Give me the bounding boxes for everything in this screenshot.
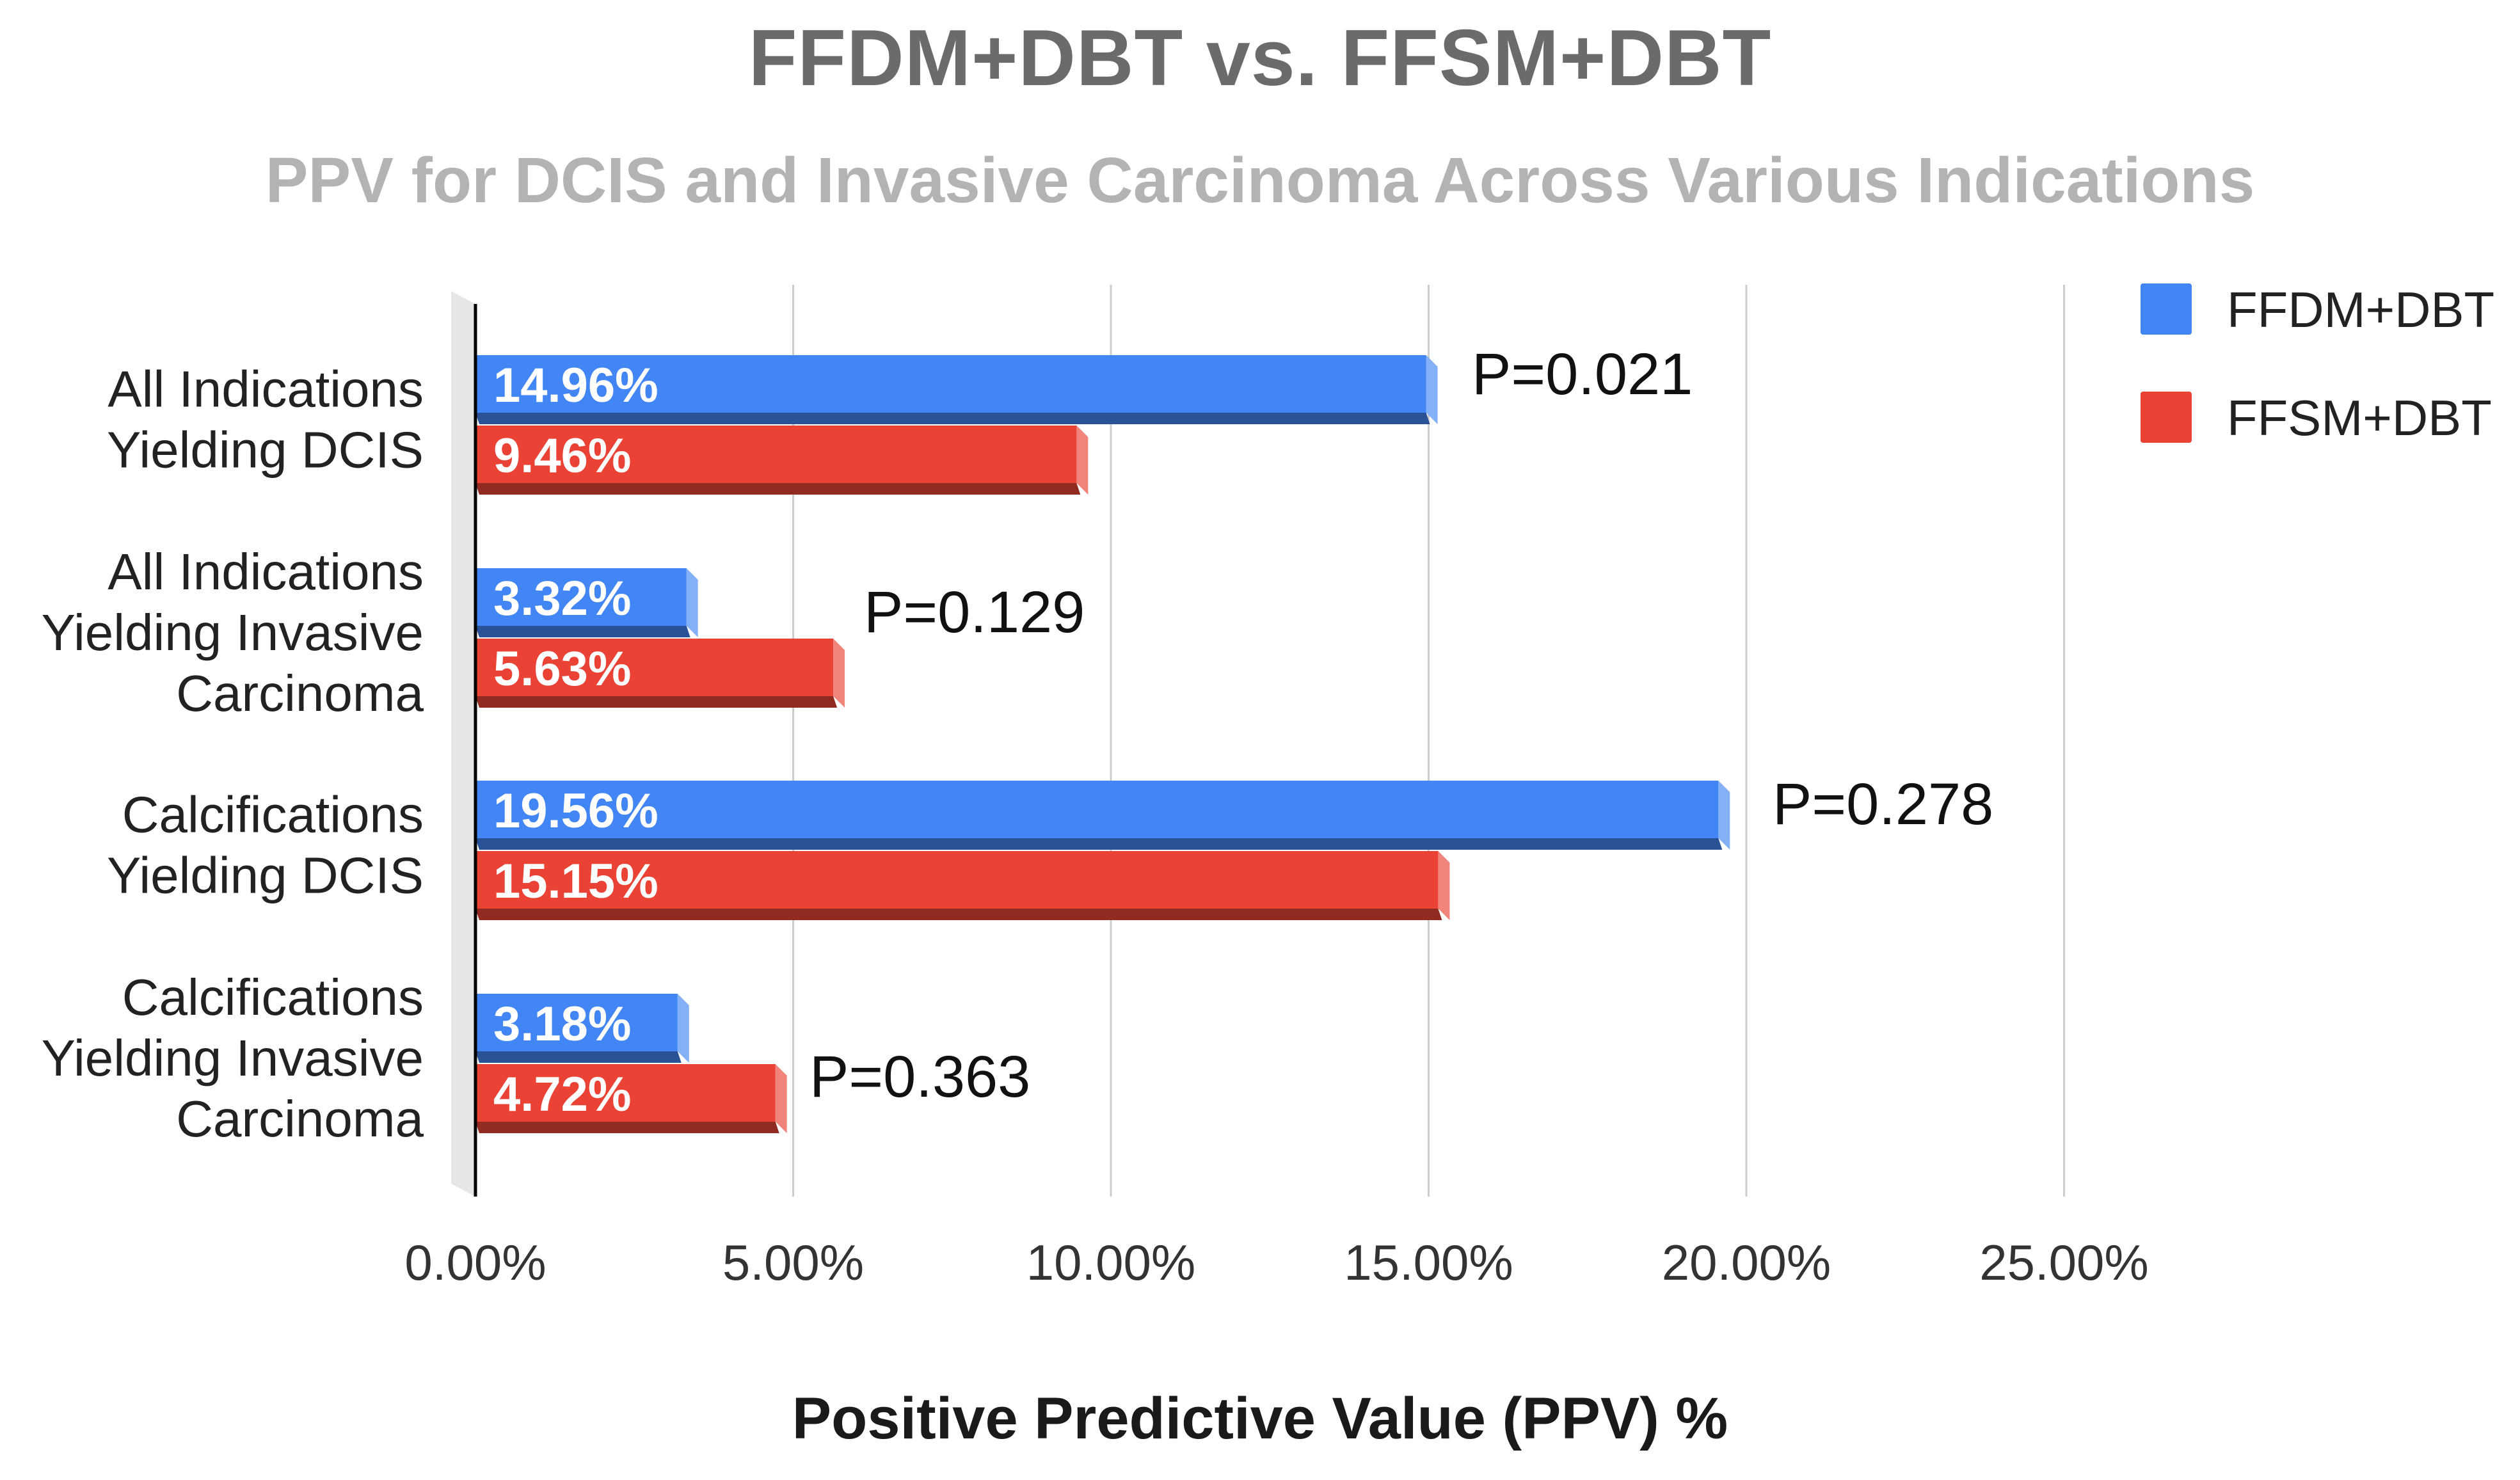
- ffdm-bar-3-cap: [1718, 781, 1730, 850]
- y-category-label: All Indications Yielding Invasive Carcinom…: [42, 543, 424, 722]
- p-value-annotation: P=0.021: [1472, 342, 1693, 407]
- x-tick-label: 5.00%: [722, 1234, 864, 1291]
- legend-swatch: [2141, 283, 2192, 335]
- ffsm-bar-3: [475, 851, 1439, 909]
- chart-title: FFDM+DBT vs. FFSM+DBT: [748, 14, 1772, 102]
- data-label: 15.15%: [493, 854, 658, 909]
- data-label: 14.96%: [493, 358, 658, 413]
- x-tick-label: 0.00%: [404, 1234, 546, 1291]
- ffdm-bar-1-cap: [1426, 355, 1438, 424]
- x-tick-label: 20.00%: [1662, 1234, 1831, 1291]
- ffsm-bar-4-bottom: [475, 1122, 779, 1133]
- ffdm-bar-4-bottom: [475, 1051, 682, 1063]
- ffsm-bar-1-bottom: [475, 483, 1081, 495]
- ffsm-bar-4: [475, 1064, 776, 1122]
- ffsm-bar-4-cap: [775, 1064, 787, 1133]
- p-value-annotation: P=0.363: [809, 1044, 1030, 1110]
- ffdm-bar-2-cap: [686, 568, 698, 637]
- ffdm-bar-1: [475, 355, 1426, 413]
- y-category-label: Calcifications Yielding DCIS: [107, 786, 424, 904]
- ffsm-bar-2: [475, 639, 834, 696]
- data-label: 19.56%: [493, 784, 658, 838]
- ffdm-bar-4: [475, 994, 678, 1051]
- y-category-label: All Indications Yielding DCIS: [107, 361, 424, 479]
- x-axis-label: Positive Predictive Value (PPV) %: [792, 1386, 1728, 1451]
- data-label: 3.32%: [493, 571, 632, 626]
- p-value-annotation: P=0.278: [1773, 772, 1993, 837]
- legend-label: FFDM+DBT: [2227, 282, 2494, 338]
- ffdm-bar-3: [475, 781, 1719, 838]
- x-tick-label: 10.00%: [1026, 1234, 1196, 1291]
- x-tick-label: 15.00%: [1344, 1234, 1513, 1291]
- ffdm-bar-2-bottom: [475, 626, 690, 637]
- data-label: 3.18%: [493, 997, 632, 1051]
- data-label: 5.63%: [493, 642, 632, 696]
- ffsm-bar-1: [475, 426, 1077, 483]
- ffdm-bar-4-cap: [677, 994, 689, 1063]
- ffdm-bar-2: [475, 568, 687, 626]
- y-category-label: Calcifications Yielding Invasive Carcinoma: [42, 969, 424, 1147]
- x-tick-label: 25.00%: [1979, 1234, 2149, 1291]
- legend-swatch: [2141, 392, 2192, 443]
- legend-label: FFSM+DBT: [2227, 390, 2492, 446]
- ffsm-bar-2-cap: [833, 639, 845, 708]
- ffsm-bar-3-bottom: [475, 909, 1442, 920]
- ffsm-bar-1-cap: [1076, 426, 1089, 495]
- ffdm-bar-1-bottom: [475, 413, 1430, 424]
- plot-side-wall: [451, 291, 475, 1197]
- ffsm-bar-3-cap: [1438, 851, 1450, 920]
- chart-subtitle: PPV for DCIS and Invasive Carcinoma Acro…: [265, 145, 2255, 216]
- p-value-annotation: P=0.129: [864, 580, 1085, 645]
- data-label: 9.46%: [493, 429, 632, 483]
- ffdm-bar-3-bottom: [475, 838, 1723, 850]
- data-label: 4.72%: [493, 1067, 632, 1122]
- ffsm-bar-2-bottom: [475, 696, 838, 708]
